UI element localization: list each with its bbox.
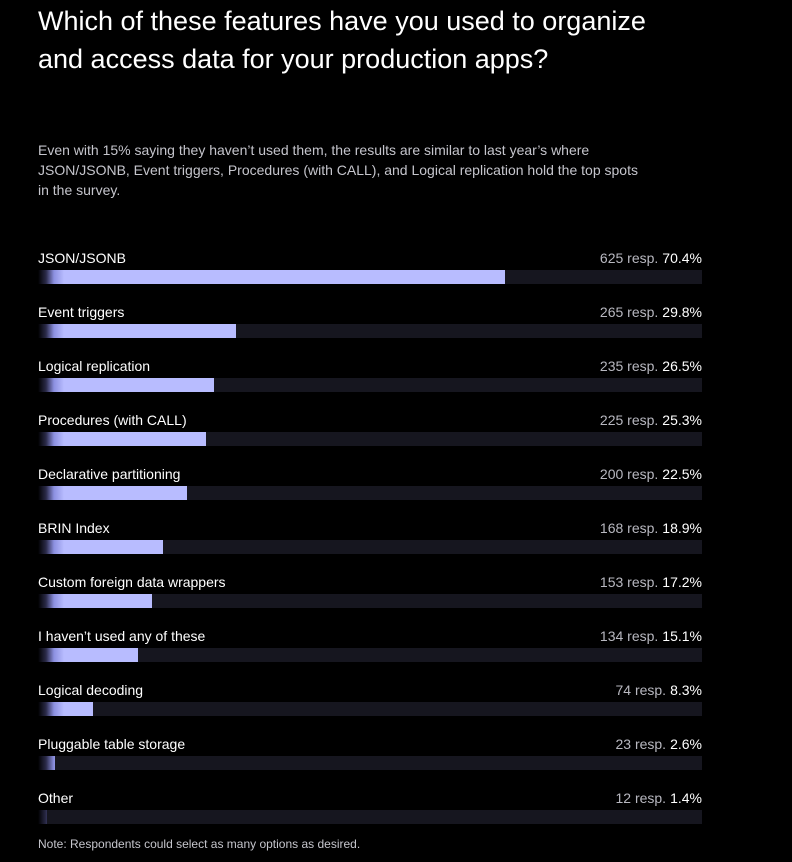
response-count-label: 23 resp. — [615, 736, 667, 752]
value-label: 235 resp. 26.5% — [600, 357, 702, 375]
bar-fill — [38, 648, 139, 662]
response-count-label: 265 resp. — [599, 304, 659, 320]
category-label: Logical replication — [38, 358, 151, 374]
percent-label: 17.2% — [662, 574, 702, 590]
bar-fill — [38, 270, 506, 284]
value-label: 625 resp. 70.4% — [600, 249, 702, 267]
bar-track — [38, 594, 702, 608]
percent-label: 2.6% — [670, 736, 702, 752]
chart-subtitle: Even with 15% saying they haven’t used t… — [38, 142, 638, 198]
percent-label: 25.3% — [662, 412, 702, 428]
bar-row: Event triggers 265 resp. 29.8% — [38, 301, 702, 355]
response-count-label: 74 resp. — [615, 682, 667, 698]
bar-fill — [38, 432, 206, 446]
value-label: 23 resp. 2.6% — [615, 735, 702, 753]
bar-row: Procedures (with CALL) 225 resp. 25.3% — [38, 409, 702, 463]
category-label: BRIN Index — [38, 520, 110, 536]
bar-row: Custom foreign data wrappers 153 resp. 17.… — [38, 571, 702, 625]
bar-track — [38, 432, 702, 446]
value-label: 74 resp. 8.3% — [615, 681, 702, 699]
percent-label: 1.4% — [670, 790, 702, 806]
value-label: 225 resp. 25.3% — [600, 411, 702, 429]
chart-title: Which of these features have you used to… — [38, 6, 646, 74]
bar-fill — [38, 702, 94, 716]
bar-row: Pluggable table storage 23 resp. 2.6% — [38, 733, 702, 787]
percent-label: 15.1% — [662, 628, 702, 644]
response-count-label: 153 resp. — [599, 574, 659, 590]
value-label: 12 resp. 1.4% — [615, 789, 702, 807]
category-label: JSON/JSONB — [38, 250, 126, 266]
bar-track — [38, 810, 702, 824]
value-label: 200 resp. 22.5% — [600, 465, 702, 483]
value-label: 265 resp. 29.8% — [600, 303, 702, 321]
bar-track — [38, 324, 702, 338]
bar-row: Declarative partitioning 200 resp. 22.5% — [38, 463, 702, 517]
bar-row: JSON/JSONB 625 resp. 70.4% — [38, 247, 702, 301]
response-count-label: 235 resp. — [599, 358, 659, 374]
category-label: Event triggers — [38, 304, 125, 320]
percent-label: 70.4% — [662, 250, 702, 266]
response-count-label: 12 resp. — [615, 790, 667, 806]
bar-fill — [38, 810, 48, 824]
bar-row: Logical replication 235 resp. 26.5% — [38, 355, 702, 409]
response-count-label: 625 resp. — [599, 250, 659, 266]
percent-label: 8.3% — [670, 682, 702, 698]
response-count-label: 200 resp. — [599, 466, 659, 482]
category-label: Custom foreign data wrappers — [38, 574, 226, 590]
percent-label: 22.5% — [662, 466, 702, 482]
percent-label: 18.9% — [662, 520, 702, 536]
bar-fill — [38, 378, 214, 392]
percent-label: 29.8% — [662, 304, 702, 320]
bar-track — [38, 756, 702, 770]
category-label: I haven’t used any of these — [38, 628, 206, 644]
value-label: 134 resp. 15.1% — [600, 627, 702, 645]
value-label: 153 resp. 17.2% — [600, 573, 702, 591]
category-label: Pluggable table storage — [38, 736, 186, 752]
category-label: Declarative partitioning — [38, 466, 181, 482]
category-label: Logical decoding — [38, 682, 144, 698]
bar-fill — [38, 594, 153, 608]
footnote: Note: Respondents could select as many o… — [38, 837, 361, 851]
bar-fill — [38, 540, 164, 554]
bar-fill — [38, 756, 56, 770]
bar-track — [38, 378, 702, 392]
response-count-label: 225 resp. — [599, 412, 659, 428]
bar-fill — [38, 486, 188, 500]
bar-track — [38, 648, 702, 662]
bar-track — [38, 486, 702, 500]
percent-label: 26.5% — [662, 358, 702, 374]
category-label: Procedures (with CALL) — [38, 412, 187, 428]
response-count-label: 134 resp. — [599, 628, 659, 644]
bar-chart: JSON/JSONB 625 resp. 70.4% Event triggers 26… — [38, 247, 702, 841]
bar-row: Other 12 resp. 1.4% — [38, 787, 702, 841]
bar-track — [38, 540, 702, 554]
bar-row: BRIN Index 168 resp. 18.9% — [38, 517, 702, 571]
bar-track — [38, 702, 702, 716]
bar-row: I haven’t used any of these 134 resp. 15.1… — [38, 625, 702, 679]
bar-row: Logical decoding 74 resp. 8.3% — [38, 679, 702, 733]
category-label: Other — [38, 790, 74, 806]
value-label: 168 resp. 18.9% — [600, 519, 702, 537]
response-count-label: 168 resp. — [599, 520, 659, 536]
bar-track — [38, 270, 702, 284]
bar-fill — [38, 324, 236, 338]
